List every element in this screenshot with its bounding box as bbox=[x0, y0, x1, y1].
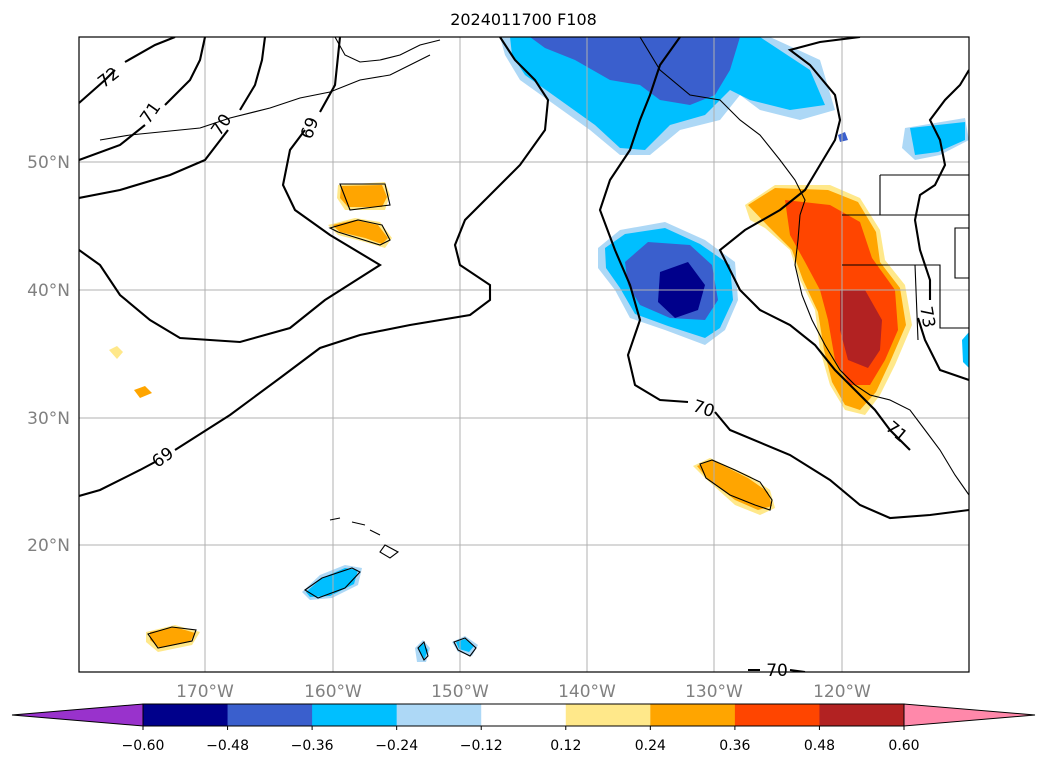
colorbar-segment bbox=[227, 704, 313, 726]
colorbar-label: −0.24 bbox=[375, 738, 418, 754]
lon-label: 140°W bbox=[558, 682, 616, 702]
lon-label: 170°W bbox=[176, 682, 234, 702]
lat-label: 20°N bbox=[27, 536, 70, 556]
colorbar: −0.60 −0.48 −0.36 −0.24 −0.12 0.12 0.24 0.36 0.4… bbox=[11, 703, 1036, 754]
colorbar-label: 0.36 bbox=[719, 738, 750, 754]
map-frame bbox=[78, 36, 970, 673]
map-title: 2024011700 F108 bbox=[450, 10, 597, 29]
colorbar-label: 0.12 bbox=[550, 738, 581, 754]
lat-label: 30°N bbox=[27, 409, 70, 429]
colorbar-label: −0.12 bbox=[460, 738, 503, 754]
colorbar-label: 0.60 bbox=[888, 738, 919, 754]
colorbar-extend-high bbox=[903, 703, 1036, 727]
colorbar-segment bbox=[565, 704, 651, 726]
colorbar-label: −0.48 bbox=[206, 738, 249, 754]
colorbar-segment bbox=[312, 704, 398, 726]
colorbar-segment bbox=[650, 704, 736, 726]
coastlines bbox=[99, 37, 969, 661]
colorbar-segment bbox=[819, 704, 905, 726]
latitude-labels: 50°N 40°N 30°N 20°N bbox=[27, 153, 70, 556]
colorbar-label: −0.60 bbox=[122, 738, 165, 754]
colorbar-segment bbox=[481, 704, 567, 726]
colorbar-segment bbox=[143, 704, 229, 726]
colorbar-segment bbox=[734, 704, 820, 726]
height-contours bbox=[79, 37, 969, 672]
colorbar-frame bbox=[142, 703, 905, 727]
colorbar-label: 0.24 bbox=[635, 738, 666, 754]
lon-label: 150°W bbox=[431, 682, 489, 702]
contour-label: 70 bbox=[766, 661, 788, 681]
map-area bbox=[79, 37, 969, 672]
lat-label: 40°N bbox=[27, 281, 70, 301]
lon-label: 120°W bbox=[813, 682, 871, 702]
lon-label: 160°W bbox=[304, 682, 362, 702]
lon-label: 130°W bbox=[685, 682, 743, 702]
colorbar-segment bbox=[396, 704, 482, 726]
longitude-labels: 170°W 160°W 150°W 140°W 130°W 120°W bbox=[176, 682, 871, 702]
contour-label: 73 bbox=[915, 305, 938, 330]
colorbar-label: −0.36 bbox=[291, 738, 334, 754]
graticule bbox=[79, 37, 969, 672]
colorbar-extend-low bbox=[11, 703, 144, 727]
lat-label: 50°N bbox=[27, 153, 70, 173]
colorbar-label: 0.48 bbox=[804, 738, 835, 754]
